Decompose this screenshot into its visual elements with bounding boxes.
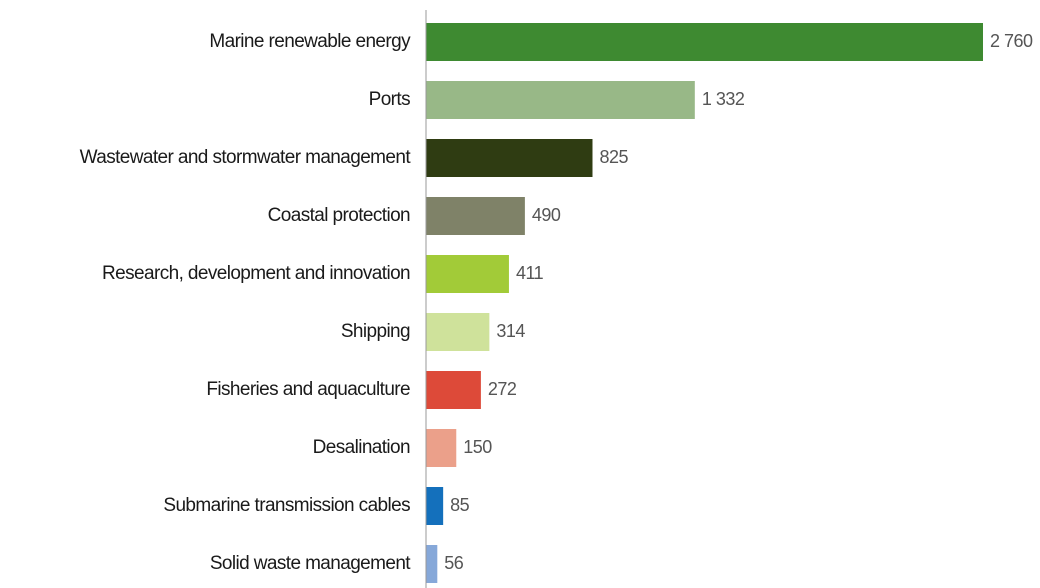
bar — [426, 487, 444, 525]
value-label: 825 — [599, 147, 628, 167]
bar — [426, 81, 695, 119]
category-label: Coastal protection — [268, 205, 410, 226]
value-label: 411 — [516, 263, 544, 283]
bar — [426, 197, 525, 235]
value-label: 56 — [444, 553, 464, 573]
category-label: Marine renewable energy — [209, 31, 411, 52]
value-label: 2 760 — [990, 31, 1033, 51]
bar — [426, 545, 438, 583]
category-label: Shipping — [341, 321, 410, 342]
bar — [426, 255, 509, 293]
category-label: Research, development and innovation — [102, 263, 410, 284]
value-label: 1 332 — [702, 89, 745, 109]
category-label: Fisheries and aquaculture — [206, 379, 410, 400]
bar — [426, 313, 490, 351]
bar — [426, 23, 983, 61]
category-label: Submarine transmission cables — [163, 495, 410, 516]
value-label: 314 — [496, 321, 525, 341]
value-label: 490 — [532, 205, 561, 225]
value-label: 272 — [488, 379, 517, 399]
category-label: Desalination — [313, 437, 410, 458]
value-label: 85 — [450, 495, 470, 515]
bar — [426, 429, 457, 467]
category-label: Ports — [369, 89, 410, 110]
value-label: 150 — [463, 437, 492, 457]
bar — [426, 139, 593, 177]
bar — [426, 371, 481, 409]
category-label: Solid waste management — [210, 553, 411, 574]
category-label: Wastewater and stormwater management — [80, 147, 412, 168]
